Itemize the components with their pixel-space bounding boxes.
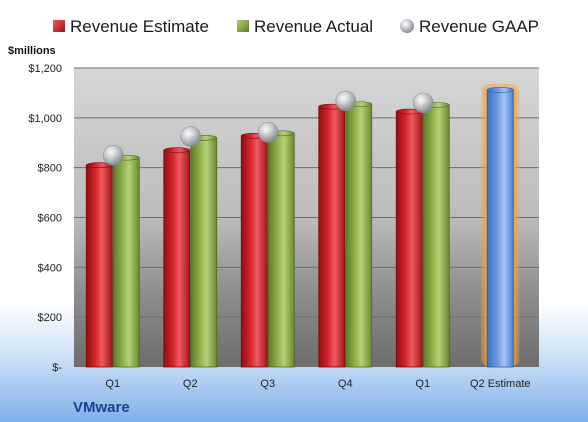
legend: Revenue Estimate Revenue Actual Revenue … bbox=[53, 17, 539, 36]
bar-revenue-actual bbox=[267, 132, 295, 368]
legend-swatch-revenue-actual bbox=[237, 20, 249, 32]
x-tick-label: Q2 bbox=[183, 378, 198, 390]
bar-projection-cap bbox=[486, 87, 514, 93]
bar-revenue-actual bbox=[422, 104, 450, 368]
legend-label-revenue-gaap: Revenue GAAP bbox=[419, 17, 539, 36]
x-tick-label: Q1 bbox=[105, 378, 120, 390]
y-tick-label: $1,200 bbox=[28, 63, 62, 75]
marker-revenue-gaap bbox=[180, 126, 202, 147]
bar-revenue-actual bbox=[190, 137, 218, 368]
y-tick-label: $- bbox=[52, 362, 62, 374]
legend-label-revenue-actual: Revenue Actual bbox=[254, 17, 373, 36]
bar-revenue-actual bbox=[112, 157, 140, 368]
marker-revenue-gaap bbox=[412, 92, 434, 114]
y-tick-label: $600 bbox=[38, 213, 62, 225]
y-tick-label: $1,000 bbox=[28, 113, 62, 125]
bar-revenue-estimate bbox=[240, 135, 268, 368]
company-label: VMware bbox=[73, 399, 130, 416]
x-tick-label: Q3 bbox=[260, 378, 275, 390]
gaap-markers bbox=[102, 90, 434, 166]
x-axis-ticks: Q1 Q2 Q3 Q4 Q1 Q2 Estimate bbox=[105, 378, 530, 390]
legend-swatch-revenue-estimate bbox=[53, 20, 65, 32]
y-tick-label: $200 bbox=[38, 312, 62, 324]
bar-projection bbox=[486, 89, 514, 368]
bar-revenue-estimate-cap bbox=[163, 147, 191, 154]
legend-label-revenue-estimate: Revenue Estimate bbox=[70, 17, 209, 36]
bars bbox=[85, 83, 520, 368]
gridlines bbox=[74, 67, 539, 318]
bar-revenue-estimate bbox=[85, 164, 113, 368]
bar-revenue-estimate bbox=[318, 106, 346, 368]
bar-revenue-estimate bbox=[395, 111, 423, 368]
bar-revenue-estimate bbox=[163, 149, 191, 368]
legend-marker-revenue-gaap bbox=[400, 19, 414, 33]
marker-revenue-gaap bbox=[335, 90, 357, 112]
y-tick-label: $800 bbox=[38, 163, 62, 175]
bar-revenue-actual bbox=[345, 103, 373, 368]
x-tick-label: Q2 Estimate bbox=[470, 378, 531, 390]
x-tick-label: Q1 bbox=[415, 378, 430, 390]
y-tick-label: $400 bbox=[38, 262, 62, 274]
x-tick-label: Q4 bbox=[338, 378, 353, 390]
y-axis-ticks: $- $200 $400 $600 $800 $1,000 $1,200 bbox=[28, 63, 62, 374]
marker-revenue-gaap bbox=[257, 121, 279, 143]
unit-label: $millions bbox=[8, 45, 56, 57]
marker-revenue-gaap bbox=[102, 144, 124, 166]
